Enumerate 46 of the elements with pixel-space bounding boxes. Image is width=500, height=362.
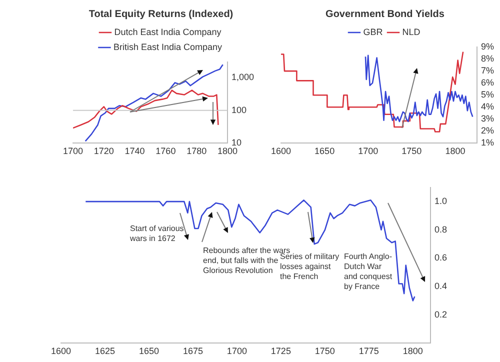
y-tick-label: 10: [231, 138, 242, 148]
annotation: Fourth Anglo-Dutch War and conquest by France: [344, 252, 394, 292]
x-tick-label: 1750: [402, 146, 422, 156]
y-tick-label: 0.2: [434, 309, 448, 320]
y-tick-label: 2%: [480, 126, 494, 136]
y-tick-label: 8%: [480, 54, 494, 64]
legend-label: Dutch East India Company: [114, 26, 222, 37]
x-tick-label: 1600: [50, 346, 72, 356]
y-tick-label: 1.0: [434, 196, 448, 206]
y-tick-label: 4%: [480, 102, 494, 112]
x-tick-label: 1750: [314, 346, 335, 356]
chart-title: Government Bond Yields: [326, 8, 445, 20]
x-tick-label: 1725: [270, 346, 291, 356]
y-tick-label: 9%: [480, 41, 494, 52]
x-tick-label: 1800: [217, 146, 238, 156]
x-tick-label: 1700: [358, 146, 378, 156]
x-tick-label: 1760: [156, 146, 176, 156]
x-tick-label: 1720: [94, 146, 114, 156]
x-tick-label: 1600: [270, 146, 292, 156]
y-tick-label: 7%: [480, 66, 494, 76]
legend-label: NLD: [402, 26, 421, 37]
x-tick-label: 1700: [226, 346, 247, 356]
y-tick-label: 0.4: [434, 281, 448, 292]
annotation: Series of military losses against the French: [280, 252, 340, 282]
x-tick-label: 1775: [358, 346, 379, 356]
y-tick-label: 0.8: [434, 224, 448, 234]
y-tick-label: 5%: [480, 90, 494, 100]
legend-label: GBR: [363, 26, 384, 37]
x-tick-label: 1800: [402, 346, 423, 356]
y-tick-label: 1,000: [231, 72, 254, 82]
x-tick-label: 1650: [314, 146, 335, 156]
annotation: Start of various wars in 1672: [130, 224, 185, 244]
y-tick-label: 0.6: [434, 252, 448, 263]
x-tick-label: 1800: [445, 146, 466, 156]
y-tick-label: 1%: [480, 138, 494, 148]
chart-title: Total Equity Returns (Indexed): [88, 8, 234, 20]
x-tick-label: 1700: [62, 146, 84, 156]
y-tick-label: 6%: [480, 78, 494, 88]
x-tick-label: 1675: [182, 346, 203, 356]
x-tick-label: 1740: [124, 146, 145, 156]
x-tick-label: 1625: [94, 346, 116, 356]
y-tick-label: 3%: [480, 114, 494, 124]
x-tick-label: 1650: [138, 346, 159, 356]
y-tick-label: 100: [231, 104, 247, 115]
legend-label: British East India Company: [113, 42, 223, 52]
x-tick-label: 1780: [186, 146, 207, 156]
